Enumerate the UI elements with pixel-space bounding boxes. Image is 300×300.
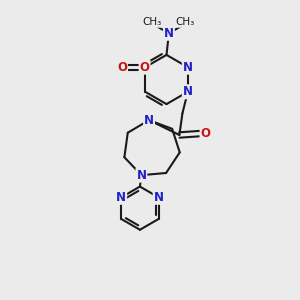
Text: O: O (140, 61, 150, 74)
Text: N: N (183, 61, 193, 74)
Text: N: N (183, 85, 193, 98)
Text: CH₃: CH₃ (176, 17, 195, 27)
Text: N: N (154, 191, 164, 204)
Text: N: N (164, 27, 174, 40)
Text: CH₃: CH₃ (143, 17, 162, 27)
Text: N: N (144, 114, 154, 127)
Text: O: O (117, 61, 127, 74)
Text: N: N (136, 169, 146, 182)
Text: N: N (116, 191, 126, 204)
Text: O: O (200, 127, 211, 140)
